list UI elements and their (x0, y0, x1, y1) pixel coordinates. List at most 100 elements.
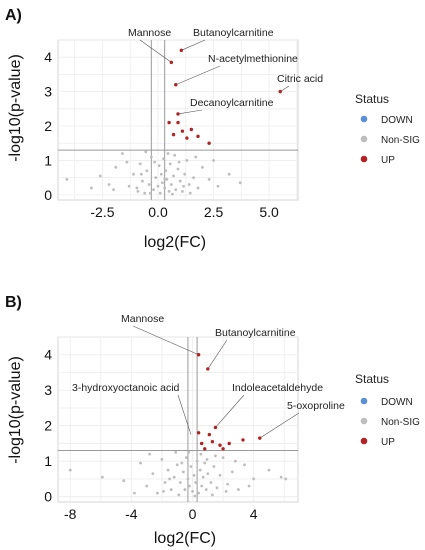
data-point-nonsig (197, 491, 201, 495)
y-tick-label: 3 (44, 382, 52, 398)
data-point-up (176, 112, 180, 116)
data-point-nonsig (218, 473, 222, 477)
annotation-leader (215, 394, 245, 428)
annotation-label: Mannose (128, 27, 171, 39)
data-point-nonsig (186, 477, 190, 481)
data-point-nonsig (230, 470, 234, 474)
data-point-nonsig (207, 177, 211, 181)
data-point-nonsig (200, 484, 204, 488)
y-tick-label: 0 (44, 489, 52, 505)
data-point-nonsig (166, 468, 170, 472)
annotation-label: Citric acid (277, 73, 323, 85)
data-point-nonsig (154, 176, 158, 180)
data-point-nonsig (145, 169, 149, 173)
data-point-nonsig (199, 452, 203, 456)
data-point-nonsig (192, 176, 195, 180)
annotation-leader (132, 325, 199, 356)
data-point-nonsig (182, 184, 185, 188)
legend-a: Status DOWN Non-SIG UP (355, 92, 420, 166)
legend-marker-down (360, 397, 368, 405)
annotation-leader (207, 339, 228, 370)
y-tick-label: 1 (44, 152, 52, 168)
data-point-up (171, 132, 176, 137)
data-point-nonsig (152, 188, 155, 192)
data-point-nonsig (201, 475, 205, 479)
x-axis-title-b: log2(FC) (154, 530, 216, 547)
data-point-nonsig (167, 189, 171, 193)
x-tick-label: -4 (125, 506, 138, 522)
data-point-nonsig (135, 186, 139, 190)
data-point-nonsig (139, 461, 142, 465)
data-point-nonsig (204, 488, 208, 491)
data-point-nonsig (161, 181, 164, 185)
annotation-label: Butanoylcarnitine (215, 327, 296, 339)
y-tick-label: 2 (44, 418, 52, 434)
data-point-nonsig (166, 152, 170, 155)
data-point-up (218, 443, 222, 447)
data-point-up (189, 127, 194, 132)
data-point-nonsig (233, 459, 237, 463)
data-point-nonsig (127, 184, 131, 188)
plot-border-b (57, 336, 299, 503)
data-point-nonsig (216, 184, 220, 188)
data-point-nonsig (177, 160, 181, 164)
data-point-nonsig (65, 177, 69, 181)
legend-label-nonsig: Non-SIG (381, 135, 420, 146)
data-point-up (227, 441, 231, 446)
volcano-plot-a-svg: A) -log10(p-value) log2(FC) -2.5 0.0 2.5 5.… (5, 7, 420, 251)
data-point-nonsig (171, 192, 174, 196)
data-point-nonsig (215, 486, 219, 490)
y-tick-label: 1 (44, 453, 52, 469)
annotation-label: Mannose (121, 313, 164, 325)
data-point-nonsig (183, 172, 187, 176)
y-tick-label: 0 (44, 187, 52, 203)
data-point-up (199, 441, 204, 446)
data-point-nonsig (252, 477, 256, 481)
y-tick-label: 4 (44, 347, 52, 363)
y-tick-label: 2 (44, 118, 52, 134)
data-point-nonsig (279, 475, 283, 479)
y-tick-label: 3 (44, 84, 52, 100)
data-point-nonsig (160, 458, 164, 461)
legend-marker-up (360, 155, 368, 163)
legend-marker-nonsig (360, 417, 368, 425)
data-point-nonsig (205, 458, 209, 461)
data-point-nonsig (206, 472, 210, 476)
data-point-up (203, 447, 207, 451)
data-point-nonsig (145, 484, 149, 488)
data-point-nonsig (159, 172, 163, 176)
data-point-nonsig (148, 452, 152, 456)
annotation-label: Butanoylcarnitine (193, 27, 274, 39)
data-point-nonsig (136, 189, 140, 193)
data-point-nonsig (196, 186, 200, 190)
data-point-up (196, 431, 201, 435)
data-point-nonsig (112, 188, 115, 192)
annotation-leader (175, 65, 221, 86)
data-point-up (213, 425, 218, 430)
plot-area-a: -2.5 0.0 2.5 5.0 0 1 2 3 4 Mannose Butanoylcarniti… (44, 27, 323, 220)
x-tick-label: 4 (250, 506, 258, 522)
annotation-label: 5-oxoproline (287, 400, 345, 412)
data-point-nonsig (181, 189, 184, 193)
y-tick-label: 4 (44, 49, 52, 65)
data-point-nonsig (194, 481, 197, 484)
data-point-nonsig (181, 470, 185, 474)
data-point-nonsig (149, 155, 153, 159)
legend-label-down: DOWN (381, 397, 413, 408)
data-point-nonsig (177, 493, 181, 497)
annotation-label: Indoleacetaldehyde (232, 382, 323, 394)
data-point-up (180, 129, 185, 133)
data-point-nonsig (188, 484, 191, 488)
legend-title: Status (355, 372, 389, 386)
data-point-nonsig (168, 477, 171, 481)
data-point-nonsig (243, 463, 246, 467)
data-point-up (179, 48, 184, 53)
panel-label-b: B) (5, 294, 22, 311)
annotation-leader (181, 39, 206, 51)
data-point-up (167, 120, 171, 125)
data-point-up (196, 134, 200, 139)
legend-label-nonsig: Non-SIG (381, 417, 420, 428)
data-point-up (207, 432, 212, 437)
data-point-nonsig (226, 482, 230, 486)
data-point-nonsig (194, 155, 198, 159)
